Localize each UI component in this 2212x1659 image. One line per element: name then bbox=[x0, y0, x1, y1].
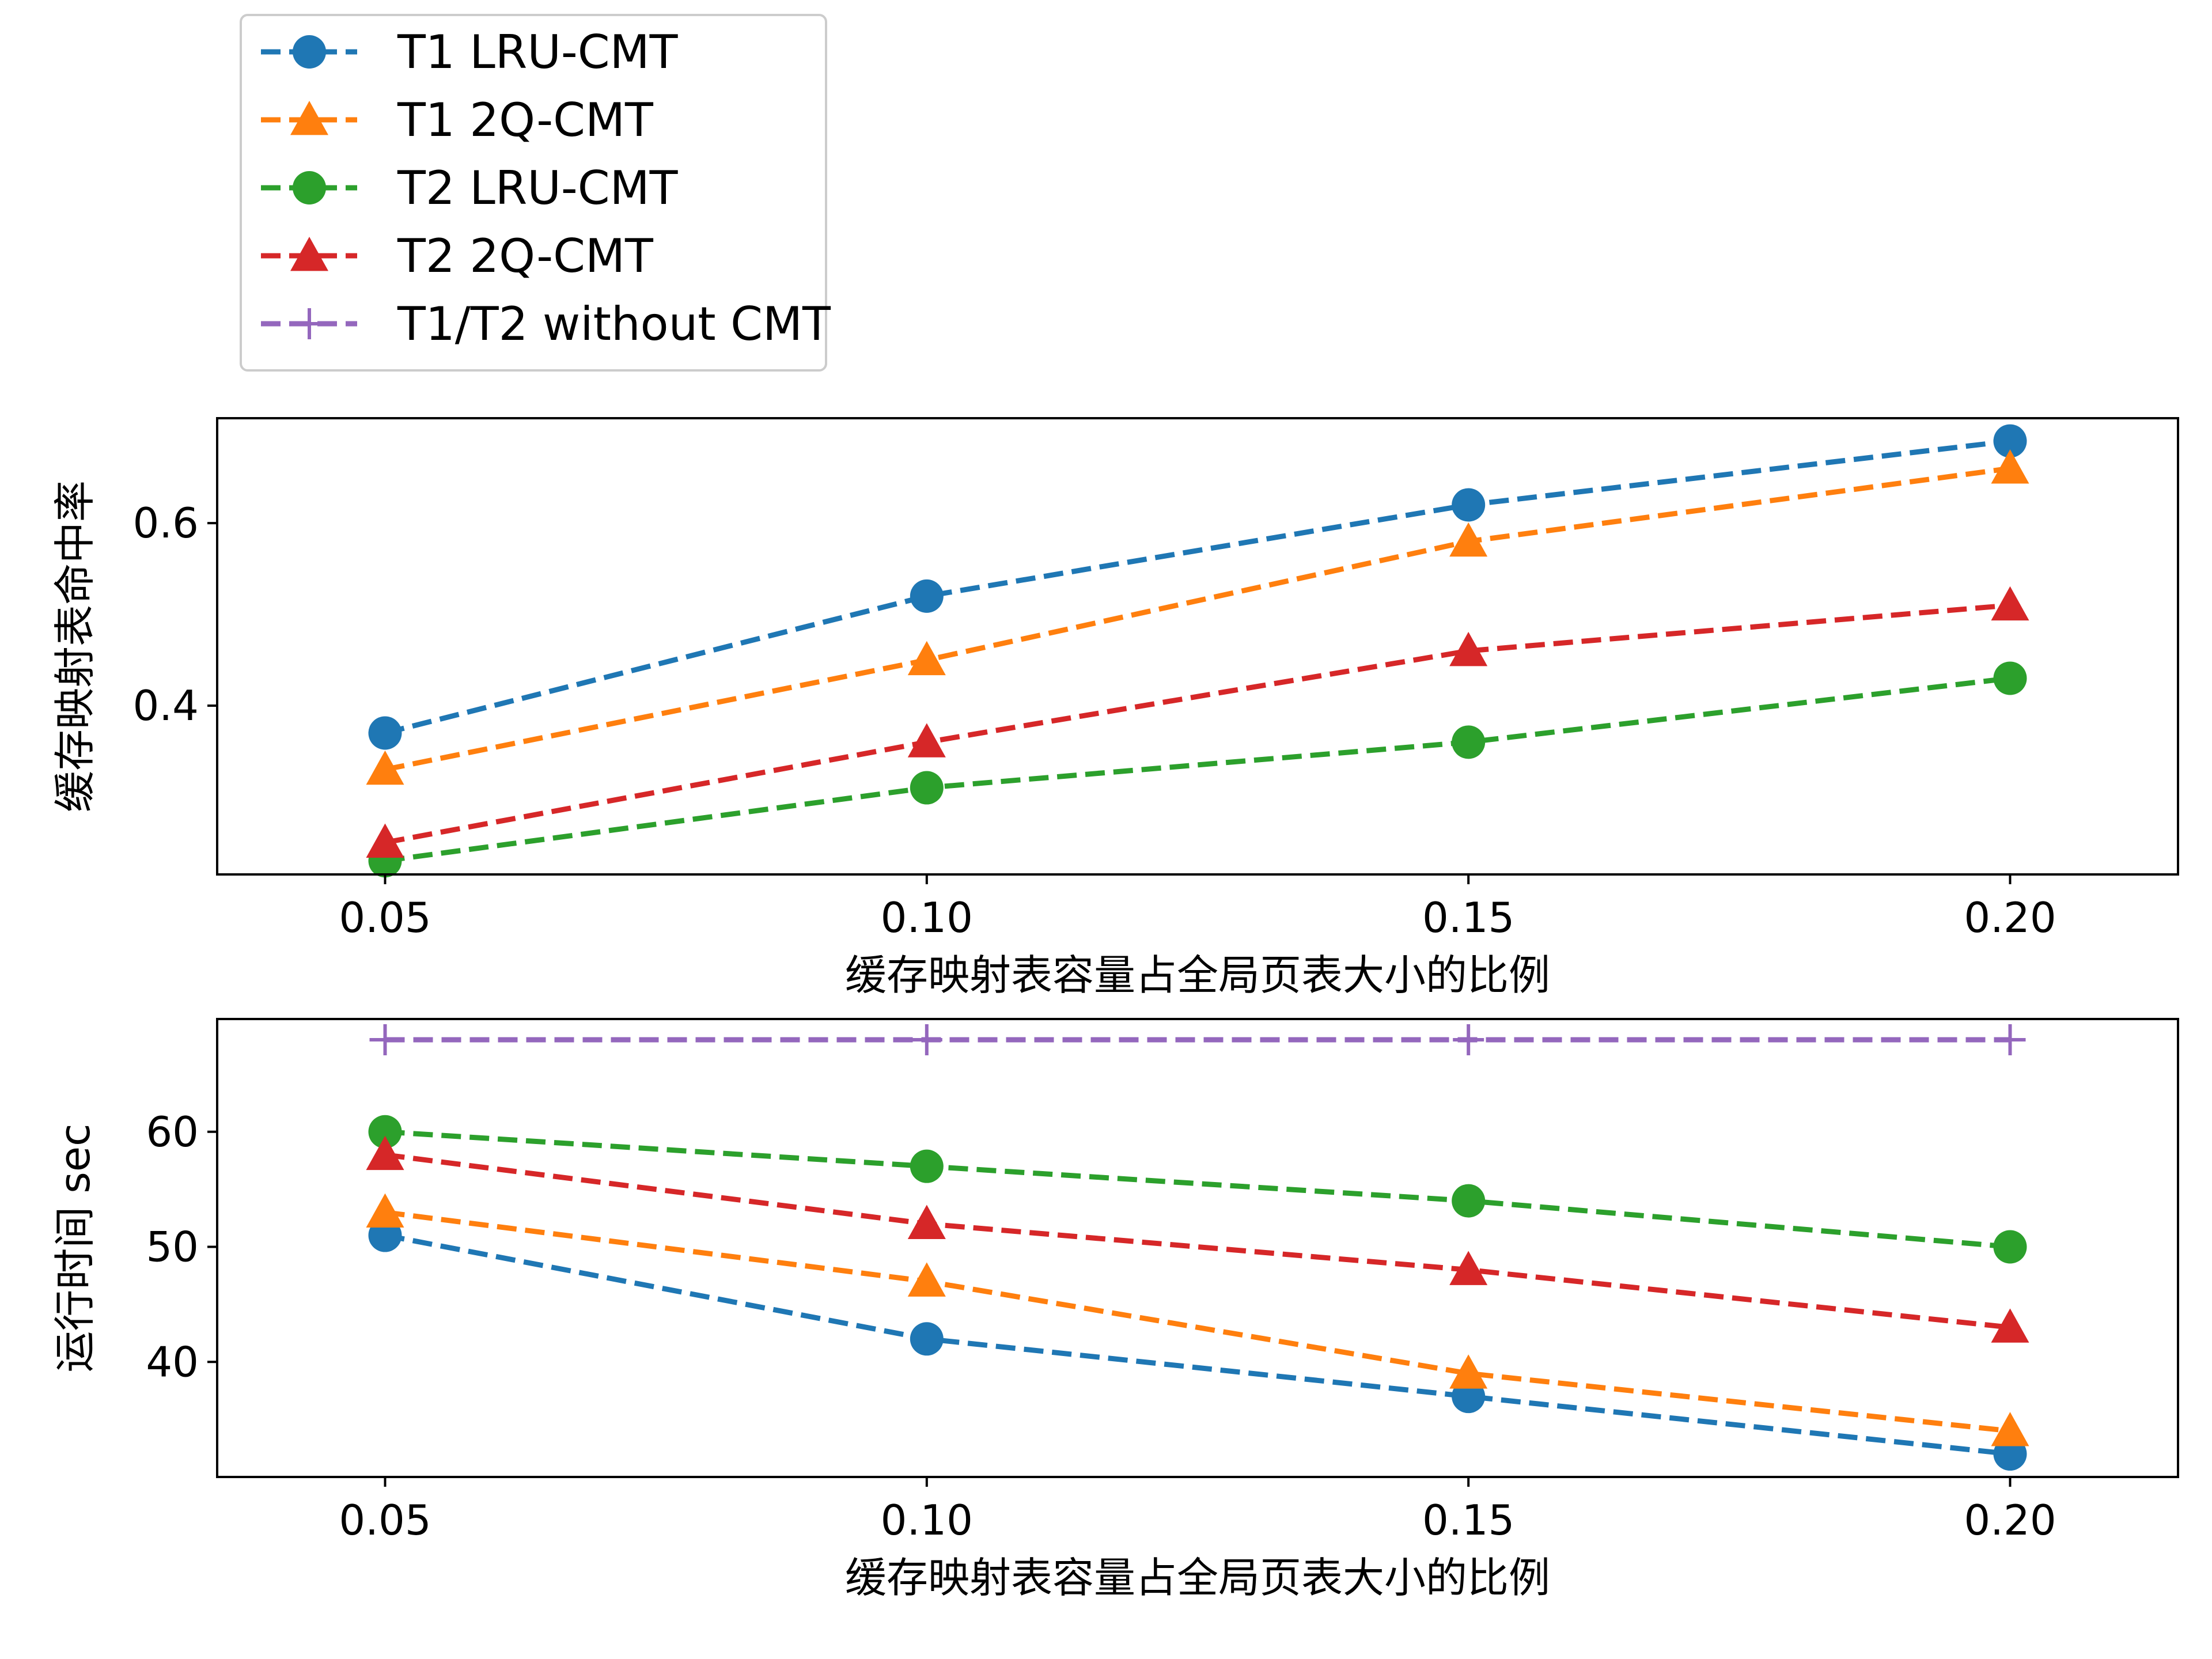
data-point bbox=[366, 1193, 404, 1228]
legend-marker bbox=[294, 308, 325, 339]
series-line bbox=[384, 675, 2011, 863]
legend-label: T1 2Q-CMT bbox=[397, 93, 654, 147]
series-line bbox=[385, 1129, 2010, 1249]
series-t2-lru-cmt bbox=[368, 1115, 2027, 1264]
data-point bbox=[368, 1115, 402, 1149]
x-axis-label: 缓存映射表容量占全局页表大小的比例 bbox=[845, 1554, 1550, 1602]
series-t2-2q-cmt bbox=[366, 586, 2029, 858]
series-t1-2q-cmt bbox=[366, 1193, 2029, 1446]
y-tick-label: 0.6 bbox=[132, 499, 199, 547]
legend-entry: T2 LRU-CMT bbox=[261, 161, 679, 215]
data-point bbox=[1991, 449, 2029, 484]
plot-frame bbox=[216, 417, 2179, 876]
data-point bbox=[1452, 488, 1486, 522]
data-point bbox=[910, 1149, 944, 1183]
legend-entry: T1/T2 without CMT bbox=[261, 297, 831, 351]
data-point bbox=[910, 771, 944, 805]
y-tick-label: 0.4 bbox=[132, 681, 199, 730]
series-t1-2q-cmt bbox=[366, 449, 2029, 785]
legend-label: T2 2Q-CMT bbox=[397, 229, 654, 283]
series-line bbox=[384, 603, 2010, 845]
legend-marker bbox=[293, 171, 326, 204]
series-t1-t2-without-cmt bbox=[369, 1024, 2026, 1055]
data-point bbox=[907, 723, 946, 757]
data-point bbox=[1993, 661, 2027, 695]
x-tick-label: 0.10 bbox=[881, 1496, 973, 1544]
data-point bbox=[1994, 1024, 2026, 1055]
x-tick-label: 0.10 bbox=[881, 893, 973, 942]
data-point bbox=[911, 1024, 942, 1055]
legend: T1 LRU-CMT T1 2Q-CMT T2 LRU-CMT T2 2Q-CMT T1… bbox=[240, 14, 831, 372]
series-t1-lru-cmt bbox=[368, 1218, 2027, 1471]
data-point bbox=[1993, 1230, 2027, 1264]
data-point bbox=[1449, 1354, 1488, 1389]
data-point bbox=[907, 1205, 946, 1239]
data-point bbox=[1452, 725, 1486, 759]
series-line bbox=[384, 1152, 2010, 1330]
data-point bbox=[366, 750, 404, 785]
data-point bbox=[368, 716, 402, 750]
legend-marker bbox=[290, 101, 328, 135]
series-line bbox=[384, 465, 2011, 772]
legend-box bbox=[240, 14, 827, 372]
data-point bbox=[907, 1262, 946, 1297]
legend-label: T2 LRU-CMT bbox=[397, 161, 679, 215]
series-line bbox=[384, 1210, 2010, 1434]
data-point bbox=[366, 1135, 404, 1171]
data-point bbox=[907, 641, 946, 676]
legend-entry: T1 LRU-CMT bbox=[261, 25, 679, 79]
data-point bbox=[366, 823, 404, 858]
x-tick-label: 0.20 bbox=[1964, 893, 2056, 942]
y-tick-label: 50 bbox=[146, 1223, 199, 1271]
y-axis-label: 缓存映射表命中率 bbox=[51, 480, 99, 812]
legend-label: T1/T2 without CMT bbox=[397, 297, 831, 351]
data-point bbox=[1452, 1184, 1486, 1218]
y-axis-label: 运行时间 sec bbox=[51, 1123, 99, 1372]
data-point bbox=[1449, 631, 1488, 666]
data-point bbox=[1993, 424, 2027, 458]
chart-panel-1: 0.05 0.10 0.15 0.20 0.4 0.6 缓存映射表容量占全局页表大小的比例 缓… bbox=[51, 417, 2179, 999]
x-tick-label: 0.20 bbox=[1964, 1496, 2056, 1544]
data-point bbox=[1991, 586, 2029, 621]
plot-frame bbox=[216, 1018, 2179, 1478]
legend-marker bbox=[290, 237, 328, 271]
x-axis-label: 缓存映射表容量占全局页表大小的比例 bbox=[845, 951, 1550, 999]
series-line bbox=[384, 1233, 2010, 1457]
y-tick-label: 40 bbox=[146, 1338, 199, 1386]
x-tick-label: 0.15 bbox=[1422, 893, 1514, 942]
y-tick-label: 60 bbox=[146, 1108, 199, 1156]
legend-entry: T2 2Q-CMT bbox=[261, 229, 654, 283]
x-tick-label: 0.05 bbox=[339, 1496, 431, 1544]
data-point bbox=[910, 579, 944, 613]
data-point bbox=[369, 1024, 401, 1055]
series-t1-lru-cmt bbox=[368, 424, 2027, 750]
series-t2-2q-cmt bbox=[366, 1135, 2029, 1343]
legend-entry: T1 2Q-CMT bbox=[261, 93, 654, 147]
legend-label: T1 LRU-CMT bbox=[397, 25, 679, 79]
data-point bbox=[1449, 1251, 1488, 1285]
x-tick-label: 0.05 bbox=[339, 893, 431, 942]
data-point bbox=[1453, 1024, 1484, 1055]
data-point bbox=[1991, 1308, 2029, 1343]
series-line bbox=[384, 438, 2011, 736]
data-point bbox=[910, 1322, 944, 1356]
legend-marker bbox=[293, 35, 326, 69]
data-point bbox=[1449, 522, 1488, 557]
chart-panel-2: 0.05 0.10 0.15 0.20 40 50 60 缓存映射表容量占全局页表大小的比例 运… bbox=[51, 1018, 2179, 1602]
x-tick-label: 0.15 bbox=[1422, 1496, 1514, 1544]
data-point bbox=[1991, 1412, 2029, 1446]
